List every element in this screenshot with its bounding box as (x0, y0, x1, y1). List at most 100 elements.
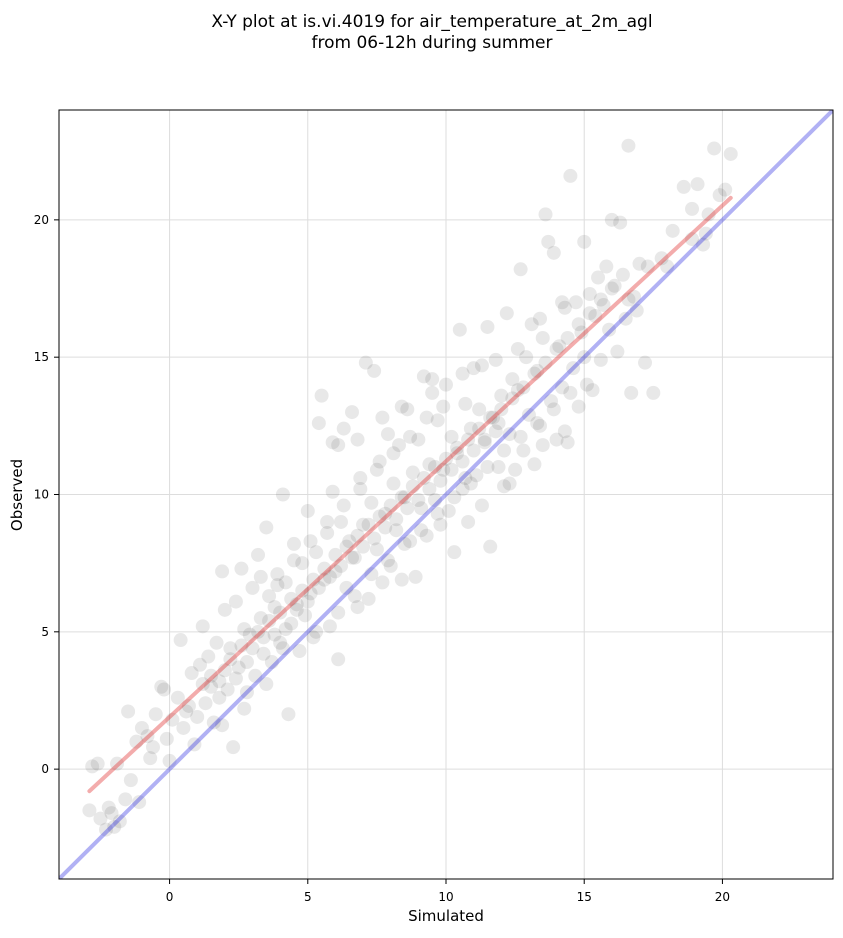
scatter-point (549, 432, 564, 447)
scatter-point (239, 655, 254, 670)
scatter-point (292, 644, 307, 659)
scatter-point (300, 503, 315, 518)
scatter-point (306, 630, 321, 645)
y-axis-label: Observed (8, 459, 26, 531)
scatter-point (242, 627, 257, 642)
scatter-point (466, 361, 481, 376)
scatter-point (414, 523, 429, 538)
scatter-point (289, 602, 304, 617)
scatter-point (621, 292, 636, 307)
scatter-point (593, 352, 608, 367)
scatter-point (190, 709, 205, 724)
scatter-point (270, 578, 285, 593)
scatter-point (593, 292, 608, 307)
scatter-point (347, 550, 362, 565)
scatter-point (248, 668, 263, 683)
scatter-point (383, 498, 398, 513)
scatter-point (82, 803, 97, 818)
scatter-point (339, 580, 354, 595)
scatter-point (433, 517, 448, 532)
scatter-point (502, 427, 517, 442)
scatter-point (328, 564, 343, 579)
scatter-point (571, 317, 586, 332)
scatter-point (259, 677, 274, 692)
scatter-point (394, 399, 409, 414)
scatter-point (184, 666, 199, 681)
scatter-point (430, 506, 445, 521)
scatter-point (654, 251, 669, 266)
scatter-point (455, 454, 470, 469)
scatter-point (621, 138, 636, 153)
scatter-point (499, 306, 514, 321)
scatter-point (369, 462, 384, 477)
scatter-point (140, 729, 155, 744)
x-tick-label: 15 (577, 890, 592, 904)
scatter-point (400, 402, 415, 417)
scatter-point (469, 468, 484, 483)
scatter-point (458, 396, 473, 411)
scatter-point (430, 413, 445, 428)
scatter-point (378, 520, 393, 535)
scatter-point (181, 698, 196, 713)
scatter-point (604, 281, 619, 296)
scatter-point (245, 641, 260, 656)
scatter-point (447, 490, 462, 505)
x-tick-label: 5 (304, 890, 312, 904)
scatter-point (665, 223, 680, 238)
scatter-point (286, 536, 301, 551)
scatter-point (331, 605, 346, 620)
scatter-point (364, 495, 379, 510)
scatter-point (132, 795, 147, 810)
scatter-point (331, 652, 346, 667)
scatter-point (245, 580, 260, 595)
scatter-point (535, 438, 550, 453)
scatter-point (491, 416, 506, 431)
scatter-point (723, 146, 738, 161)
x-tick-label: 10 (438, 890, 453, 904)
scatter-point (267, 600, 282, 615)
scatter-point (560, 330, 575, 345)
scatter-point (458, 471, 473, 486)
scatter-point (513, 429, 528, 444)
scatter-point (295, 583, 310, 598)
scatter-point (416, 369, 431, 384)
scatter-point (311, 416, 326, 431)
scatter-point (231, 660, 246, 675)
scatter-point (195, 677, 210, 692)
scatter-point (350, 600, 365, 615)
scatter-point (281, 707, 296, 722)
scatter-point (519, 350, 534, 365)
scatter-point (380, 553, 395, 568)
scatter-point (372, 454, 387, 469)
scatter-point (367, 363, 382, 378)
scatter-point (251, 547, 266, 562)
scatter-point (472, 421, 487, 436)
scatter-point (436, 399, 451, 414)
scatter-point (557, 300, 572, 315)
scatter-point (320, 525, 335, 540)
chart-title-line-2: from 06-12h during summer (312, 33, 553, 53)
scatter-point (450, 446, 465, 461)
scatter-point (342, 534, 357, 549)
scatter-point (85, 759, 100, 774)
scatter-point (110, 756, 125, 771)
scatter-point (563, 385, 578, 400)
scatter-point (347, 589, 362, 604)
scatter-point (159, 731, 174, 746)
scatter-point (444, 429, 459, 444)
scatter-point (568, 295, 583, 310)
scatter-point (497, 443, 512, 458)
scatter-point (516, 380, 531, 395)
scatter-point (209, 635, 224, 650)
scatter-point (685, 201, 700, 216)
scatter-point (419, 528, 434, 543)
scatter-point (574, 325, 589, 340)
scatter-point (350, 432, 365, 447)
scatter-point (477, 435, 492, 450)
scatter-point (206, 715, 221, 730)
scatter-point (488, 424, 503, 439)
scatter-point (303, 534, 318, 549)
scatter-point (618, 311, 633, 326)
scatter-point (585, 383, 600, 398)
scatter-point (422, 482, 437, 497)
